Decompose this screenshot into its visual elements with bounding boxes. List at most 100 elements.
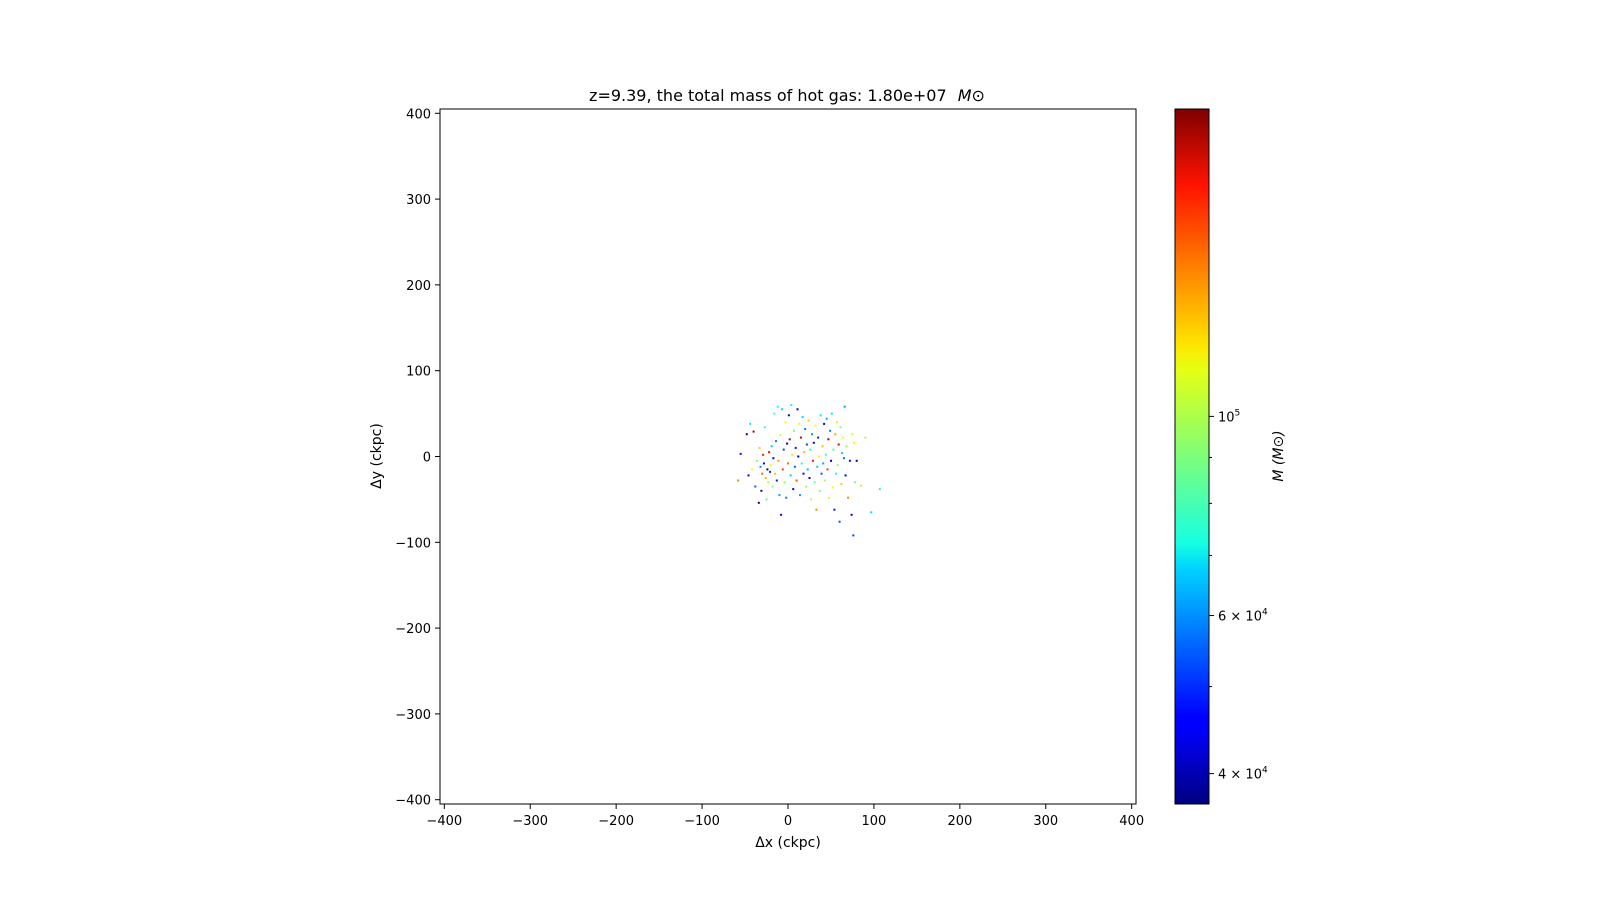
data-point	[804, 428, 807, 430]
data-point	[842, 436, 844, 439]
data-point	[762, 462, 765, 465]
data-point	[822, 462, 825, 465]
data-point	[757, 501, 760, 504]
data-point	[765, 498, 768, 501]
data-point	[790, 404, 793, 406]
chart-title-text: z=9.39, the total mass of hot gas: 1.80e…	[589, 86, 947, 105]
data-point	[844, 474, 847, 477]
data-point	[754, 485, 757, 488]
data-point	[791, 453, 794, 456]
data-point	[839, 426, 842, 429]
data-point	[798, 422, 801, 425]
y-tick-label: 100	[406, 365, 431, 380]
y-tick-label: −200	[395, 622, 431, 637]
x-tick-label: −100	[684, 814, 720, 829]
x-tick-label: 200	[947, 814, 972, 829]
data-point	[847, 496, 850, 499]
data-point	[854, 481, 856, 484]
x-tick-label: 400	[1119, 814, 1144, 829]
data-point	[841, 452, 844, 455]
data-point	[766, 468, 769, 471]
data-point	[803, 451, 806, 454]
y-tick-label: 300	[406, 193, 431, 208]
data-point	[843, 405, 846, 408]
data-point	[814, 424, 817, 427]
data-point	[808, 477, 811, 479]
data-point	[775, 440, 777, 443]
colorbar	[1174, 108, 1210, 805]
data-point	[780, 513, 783, 516]
data-point	[864, 436, 867, 439]
data-point	[756, 459, 759, 462]
y-tick-label: −100	[395, 536, 431, 551]
data-point	[842, 457, 845, 460]
data-point	[772, 457, 775, 460]
data-point	[811, 459, 814, 462]
data-point	[853, 441, 856, 444]
data-point	[833, 508, 836, 511]
y-axis-label: Δy (ckpc)	[369, 423, 385, 489]
data-point	[778, 494, 781, 497]
data-point	[821, 445, 824, 448]
data-point	[764, 477, 767, 479]
data-point	[737, 479, 740, 482]
y-tick-label: −400	[395, 794, 431, 809]
data-point	[769, 464, 772, 467]
data-point	[782, 448, 785, 451]
chart-title-unit: M⊙	[958, 86, 985, 105]
data-point	[851, 433, 854, 436]
data-point	[816, 465, 819, 468]
x-tick-label: −300	[512, 814, 548, 829]
x-tick-label: −200	[598, 814, 634, 829]
data-point	[870, 511, 873, 514]
data-point	[749, 422, 752, 425]
data-point	[840, 483, 843, 485]
data-point	[763, 426, 766, 429]
data-point	[807, 419, 810, 422]
y-tick-label: 200	[406, 279, 431, 294]
data-point	[805, 443, 808, 446]
data-point	[825, 417, 828, 420]
data-point	[850, 513, 853, 516]
data-point	[836, 464, 839, 467]
data-point	[832, 448, 835, 451]
data-point	[767, 481, 770, 484]
data-point	[788, 438, 791, 441]
data-point	[799, 494, 801, 497]
data-point	[800, 462, 803, 465]
plot-area	[737, 404, 881, 537]
data-point	[817, 436, 820, 439]
data-point	[793, 429, 795, 432]
data-point	[799, 436, 802, 439]
y-tick-label: 400	[406, 107, 431, 122]
data-point	[796, 408, 799, 411]
data-point	[836, 421, 838, 424]
data-point	[761, 472, 764, 475]
data-point	[794, 446, 797, 449]
data-point	[783, 481, 786, 484]
data-point	[785, 496, 788, 499]
data-point	[819, 414, 822, 417]
data-point	[809, 448, 812, 451]
y-axis-ticks: −400 −300 −200 −100 0 100 200 300 400	[395, 107, 440, 809]
data-point	[835, 472, 838, 475]
x-tick-label: 300	[1033, 814, 1058, 829]
x-axis-label: Δx (ckpc)	[755, 835, 821, 851]
data-point	[812, 441, 815, 444]
data-point	[750, 468, 753, 471]
data-point	[786, 442, 789, 445]
data-point	[773, 412, 776, 415]
data-point	[878, 488, 881, 491]
data-point	[775, 479, 778, 482]
data-point	[789, 474, 792, 477]
data-point	[795, 479, 798, 482]
data-point	[848, 459, 851, 462]
chart-title: z=9.39, the total mass of hot gas: 1.80e…	[589, 86, 985, 105]
data-point	[776, 405, 779, 408]
data-point	[781, 408, 783, 411]
plot-frame	[439, 108, 1137, 805]
colorbar-ticks: 105 6 × 104 4 × 104	[1209, 408, 1268, 783]
data-point	[805, 485, 807, 488]
colorbar-tick-label: 105	[1218, 408, 1240, 425]
